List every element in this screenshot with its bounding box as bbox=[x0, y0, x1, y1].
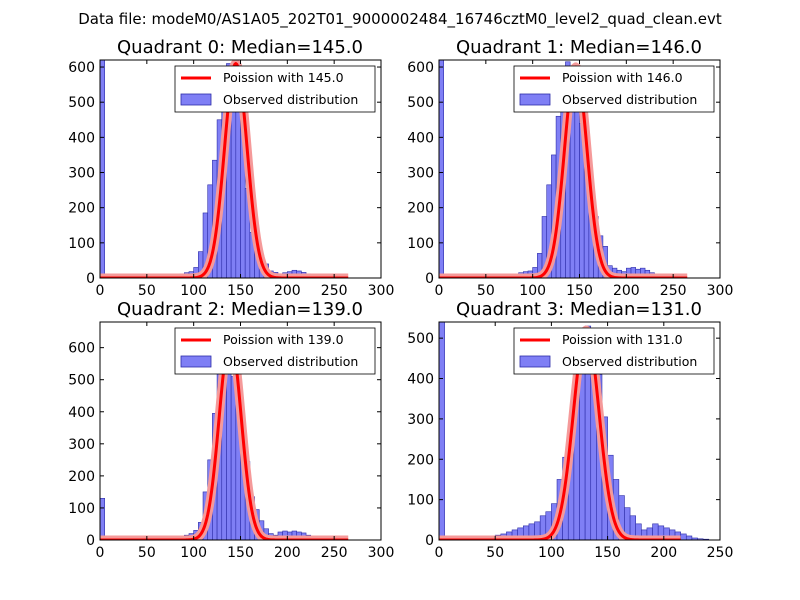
y-tick-label: 400 bbox=[407, 130, 434, 146]
legend-label-poisson: Poission with 139.0 bbox=[223, 332, 344, 347]
y-tick-label: 400 bbox=[407, 372, 434, 388]
quadrant-1-panel: Quadrant 1: Median=146.0 0 50 100 150 200 250… bbox=[407, 37, 733, 299]
x-tick-label: 0 bbox=[435, 283, 444, 299]
y-tick-label: 0 bbox=[86, 271, 95, 287]
x-tick-label: 200 bbox=[274, 283, 301, 299]
y-tick-label: 0 bbox=[425, 533, 434, 549]
histogram-bar bbox=[685, 535, 693, 540]
legend-label-observed: Observed distribution bbox=[223, 354, 358, 369]
x-tick-label: 300 bbox=[368, 545, 395, 561]
legend-label-observed: Observed distribution bbox=[562, 354, 697, 369]
quadrant-0-plot-area bbox=[100, 60, 352, 278]
histogram-bar bbox=[680, 533, 687, 540]
y-tick-label: 200 bbox=[407, 201, 434, 217]
legend-bar-swatch bbox=[519, 93, 551, 106]
quadrant-3-title: Quadrant 3: Median=131.0 bbox=[456, 299, 702, 320]
y-tick-label: 0 bbox=[86, 533, 95, 549]
y-tick-label: 0 bbox=[425, 271, 434, 287]
x-tick-label: 50 bbox=[486, 545, 504, 561]
quadrant-1-title: Quadrant 1: Median=146.0 bbox=[456, 37, 702, 58]
x-tick-label: 200 bbox=[274, 545, 301, 561]
y-tick-label: 500 bbox=[68, 373, 95, 389]
legend: Poission with 146.0 Observed distribution bbox=[513, 65, 715, 113]
legend: Poission with 131.0 Observed distribution bbox=[513, 327, 715, 375]
y-tick-label: 600 bbox=[68, 341, 95, 357]
y-tick-label: 400 bbox=[68, 405, 95, 421]
histogram-bar bbox=[235, 94, 241, 278]
x-tick-label: 100 bbox=[519, 283, 546, 299]
x-tick-label: 50 bbox=[138, 545, 156, 561]
y-tick-label: 100 bbox=[68, 236, 95, 252]
x-tick-label: 200 bbox=[650, 545, 677, 561]
quadrant-0-panel: Quadrant 0: Median=145.0 0 50 100 150 200 250… bbox=[68, 37, 394, 299]
x-tick-label: 150 bbox=[227, 283, 254, 299]
y-tick-label: 300 bbox=[68, 437, 95, 453]
histogram-bar bbox=[439, 60, 444, 278]
legend-label-observed: Observed distribution bbox=[223, 92, 358, 107]
y-tick-label: 200 bbox=[68, 469, 95, 485]
quadrant-3-panel: Quadrant 3: Median=131.0 0 50 100 150 200 250… bbox=[407, 299, 733, 561]
x-tick-label: 0 bbox=[96, 545, 105, 561]
legend: Poission with 139.0 Observed distribution bbox=[174, 327, 376, 375]
y-tick-label: 600 bbox=[68, 60, 95, 76]
y-tick-label: 500 bbox=[407, 331, 434, 347]
x-tick-label: 300 bbox=[368, 283, 395, 299]
legend-bar-swatch bbox=[180, 93, 212, 106]
quadrant-2-panel: Quadrant 2: Median=139.0 0 50 100 150 200 250… bbox=[68, 299, 394, 561]
x-tick-label: 250 bbox=[321, 283, 348, 299]
legend: Poission with 145.0 Observed distribution bbox=[174, 65, 376, 113]
y-tick-label: 100 bbox=[407, 493, 434, 509]
y-tick-label: 300 bbox=[68, 166, 95, 182]
legend-label-poisson: Poission with 131.0 bbox=[562, 332, 683, 347]
poisson-curve-line bbox=[100, 62, 349, 278]
x-tick-label: 200 bbox=[613, 283, 640, 299]
y-tick-label: 600 bbox=[407, 60, 434, 76]
y-tick-label: 500 bbox=[68, 95, 95, 111]
histogram-bar bbox=[100, 498, 105, 540]
x-tick-label: 100 bbox=[538, 545, 565, 561]
quadrant-2-title: Quadrant 2: Median=139.0 bbox=[117, 299, 363, 320]
plot-frame bbox=[438, 321, 721, 541]
x-tick-label: 50 bbox=[138, 283, 156, 299]
legend-label-poisson: Poission with 146.0 bbox=[562, 70, 683, 85]
y-tick-label: 200 bbox=[407, 452, 434, 468]
x-tick-label: 250 bbox=[321, 545, 348, 561]
histogram-bar bbox=[439, 322, 445, 540]
poisson-curve-line bbox=[439, 65, 688, 278]
legend-label-observed: Observed distribution bbox=[562, 92, 697, 107]
x-tick-label: 50 bbox=[477, 283, 495, 299]
x-tick-label: 0 bbox=[96, 283, 105, 299]
legend-bar-swatch bbox=[180, 355, 212, 368]
quadrant-0-title: Quadrant 0: Median=145.0 bbox=[117, 37, 363, 58]
histogram-bar bbox=[100, 60, 105, 278]
legend-bar-swatch bbox=[519, 355, 551, 368]
y-tick-label: 400 bbox=[68, 130, 95, 146]
x-tick-label: 300 bbox=[707, 283, 734, 299]
y-tick-label: 100 bbox=[407, 236, 434, 252]
y-tick-label: 300 bbox=[407, 166, 434, 182]
histogram-bar bbox=[574, 101, 580, 278]
figure-suptitle: Data file: modeM0/AS1A05_202T01_90000024… bbox=[78, 10, 722, 29]
x-tick-label: 250 bbox=[707, 545, 734, 561]
y-tick-label: 100 bbox=[68, 501, 95, 517]
x-tick-label: 100 bbox=[180, 545, 207, 561]
legend-label-poisson: Poission with 145.0 bbox=[223, 70, 344, 85]
x-tick-label: 150 bbox=[227, 545, 254, 561]
x-tick-label: 150 bbox=[566, 283, 593, 299]
histogram-bar bbox=[230, 376, 237, 540]
x-tick-label: 100 bbox=[180, 283, 207, 299]
x-tick-label: 0 bbox=[435, 545, 444, 561]
x-tick-label: 150 bbox=[594, 545, 621, 561]
y-tick-label: 200 bbox=[68, 201, 95, 217]
y-tick-label: 300 bbox=[407, 412, 434, 428]
y-tick-label: 500 bbox=[407, 95, 434, 111]
x-tick-label: 250 bbox=[660, 283, 687, 299]
